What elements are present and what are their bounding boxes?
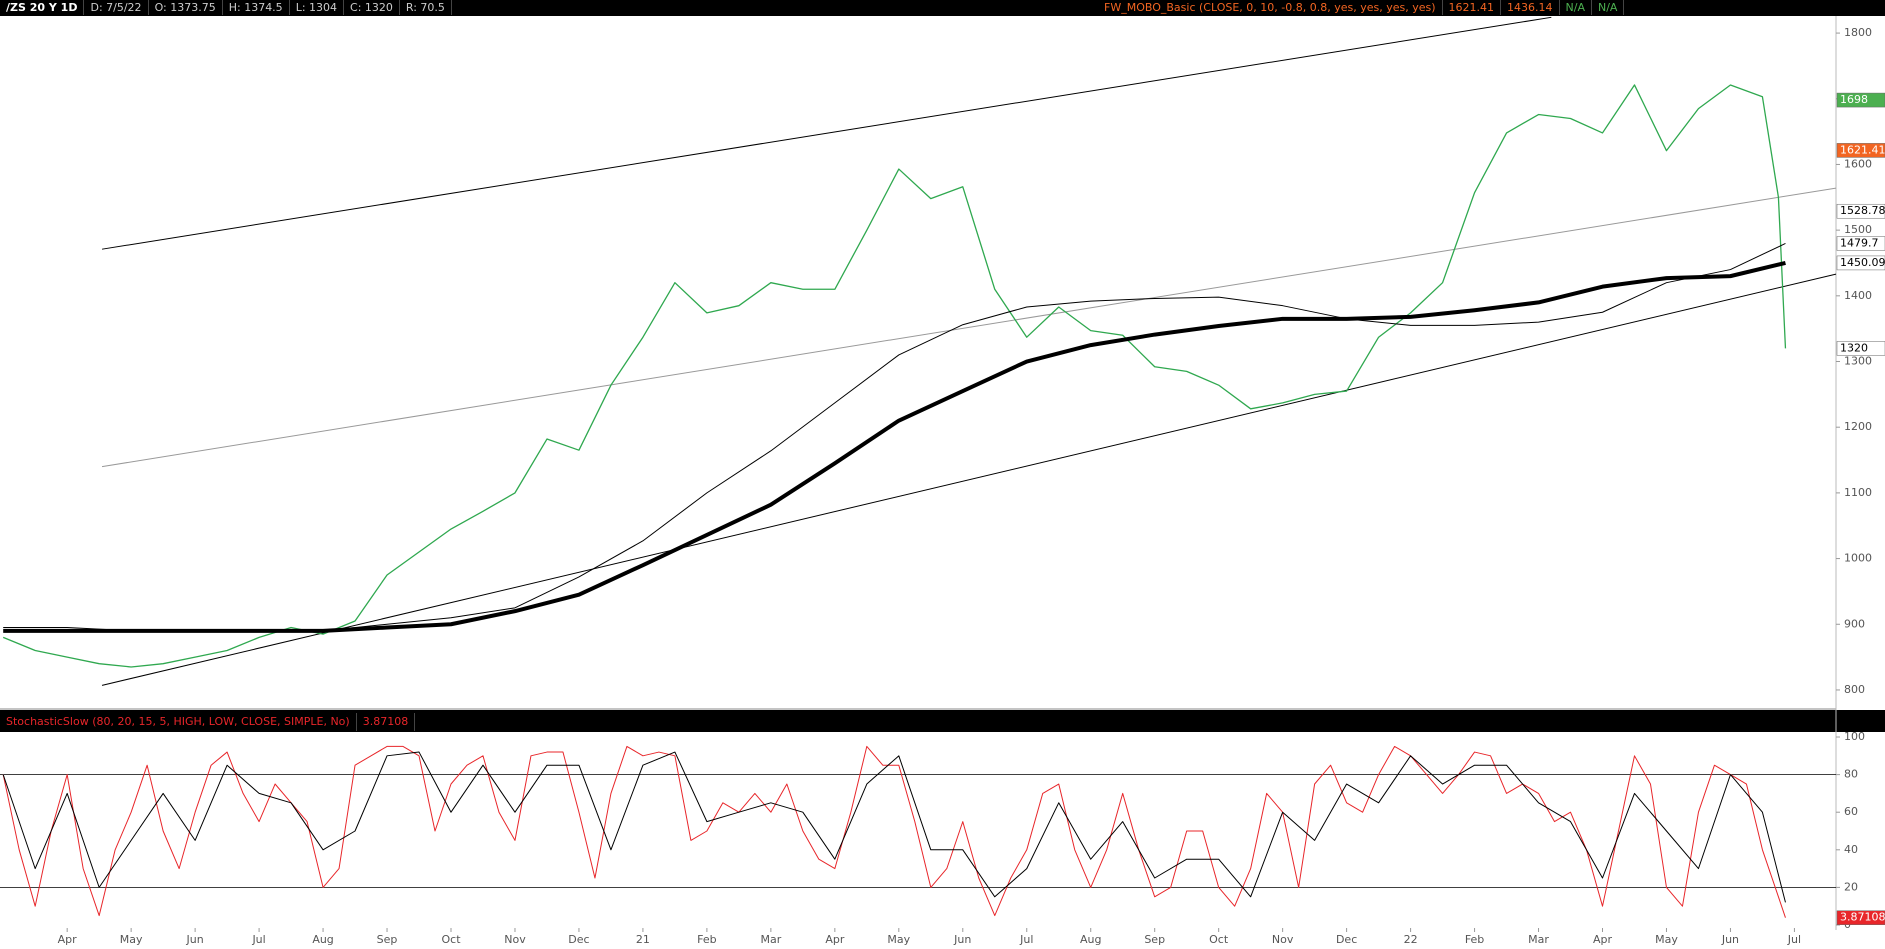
x-tick-label: Sep: [1144, 933, 1165, 946]
x-tick-label: Apr: [1593, 933, 1613, 946]
x-tick-label: May: [120, 933, 143, 946]
study-value: 1436.14: [1501, 0, 1560, 15]
y-tick-label: 1400: [1844, 289, 1872, 302]
price-marker-label: 1320: [1840, 341, 1868, 354]
x-tick-label: 22: [1404, 933, 1418, 946]
x-tick-label: Sep: [377, 933, 398, 946]
header-field: O: 1373.75: [149, 0, 223, 15]
x-tick-label: Feb: [697, 933, 716, 946]
x-tick-label: 21: [636, 933, 650, 946]
x-tick-label: Apr: [58, 933, 78, 946]
price-marker-label: 1479.7: [1840, 236, 1879, 249]
y-tick-label: 60: [1844, 805, 1858, 818]
study-header-bar: [0, 710, 1885, 732]
series-line: [2, 751, 1786, 903]
price-marker: [1836, 255, 1885, 271]
x-tick-label: Jul: [1787, 933, 1801, 946]
header-field: R: 70.5: [400, 0, 452, 15]
x-tick-label: Apr: [825, 933, 845, 946]
symbol[interactable]: /ZS 20 Y 1D: [0, 0, 85, 15]
price-marker: [1836, 203, 1885, 219]
y-tick-label: 1600: [1844, 157, 1872, 170]
stochastic-value: 3.87108: [357, 713, 416, 731]
x-tick-label: Jun: [186, 933, 204, 946]
x-tick-label: Feb: [1465, 933, 1484, 946]
study-header: FW_MOBO_Basic (CLOSE, 0, 10, -0.8, 0.8, …: [1098, 0, 1625, 15]
study-value: N/A: [1592, 0, 1625, 15]
header-field: L: 1304: [290, 0, 345, 15]
y-tick-label: 1500: [1844, 223, 1872, 236]
study-value: 1621.41: [1443, 0, 1502, 15]
x-tick-label: Jun: [1721, 933, 1739, 946]
price-marker: [1836, 92, 1885, 108]
y-tick-label: 100: [1844, 730, 1865, 743]
x-tick-label: May: [1655, 933, 1678, 946]
x-tick-label: Jun: [953, 933, 971, 946]
stochastic-header: StochasticSlow (80, 20, 15, 5, HIGH, LOW…: [0, 713, 416, 731]
y-tick-label: 800: [1844, 683, 1865, 696]
y-tick-label: 1300: [1844, 355, 1872, 368]
x-tick-label: Nov: [504, 933, 526, 946]
series-line: [3, 260, 1786, 633]
price-marker-label: 1450.09: [1840, 256, 1885, 269]
y-tick-label: 40: [1844, 843, 1858, 856]
price-marker: [1836, 341, 1885, 356]
y-tick-label: 1000: [1844, 552, 1872, 565]
y-tick-label: 80: [1844, 768, 1858, 781]
price-marker: [1836, 143, 1885, 158]
x-tick-label: May: [887, 933, 910, 946]
x-tick-label: Mar: [760, 933, 781, 946]
series-line: [2, 84, 1787, 668]
price-marker-label: 3.87108: [1840, 911, 1885, 924]
study-name[interactable]: FW_MOBO_Basic (CLOSE, 0, 10, -0.8, 0.8, …: [1098, 0, 1443, 15]
price-marker: [1836, 236, 1885, 251]
header-field: C: 1320: [344, 0, 400, 15]
header-field: H: 1374.5: [223, 0, 290, 15]
header-field: D: 7/5/22: [84, 0, 149, 15]
y-tick-label: 20: [1844, 880, 1858, 893]
x-tick-label: Dec: [1336, 933, 1357, 946]
study-value: N/A: [1560, 0, 1592, 15]
x-tick-label: Dec: [568, 933, 589, 946]
y-tick-label: 1800: [1844, 26, 1872, 39]
trend-line: [101, 16, 1552, 250]
price-marker: [1836, 910, 1885, 925]
stochastic-title[interactable]: StochasticSlow (80, 20, 15, 5, HIGH, LOW…: [0, 713, 357, 731]
series-line: [2, 745, 1786, 918]
y-tick-label: 900: [1844, 617, 1865, 630]
x-tick-label: Oct: [1209, 933, 1229, 946]
y-tick-label: 1100: [1844, 486, 1872, 499]
price-marker-label: 1621.41: [1840, 143, 1885, 156]
price-marker-label: 1528.78: [1840, 204, 1885, 217]
header-bar: [0, 0, 1885, 16]
trend-line: [101, 273, 1837, 686]
x-tick-label: Aug: [1080, 933, 1101, 946]
x-tick-label: Jul: [251, 933, 265, 946]
trend-line: [101, 187, 1837, 468]
x-tick-label: Oct: [441, 933, 461, 946]
x-tick-label: Mar: [1528, 933, 1549, 946]
x-tick-label: Jul: [1019, 933, 1033, 946]
x-tick-label: Nov: [1272, 933, 1294, 946]
series-line: [3, 243, 1786, 632]
x-tick-label: Aug: [312, 933, 333, 946]
y-tick-label: 1200: [1844, 420, 1872, 433]
price-marker-label: 1698: [1840, 93, 1868, 106]
symbol-header: /ZS 20 Y 1D D: 7/5/22 O: 1373.75 H: 1374…: [0, 0, 452, 15]
